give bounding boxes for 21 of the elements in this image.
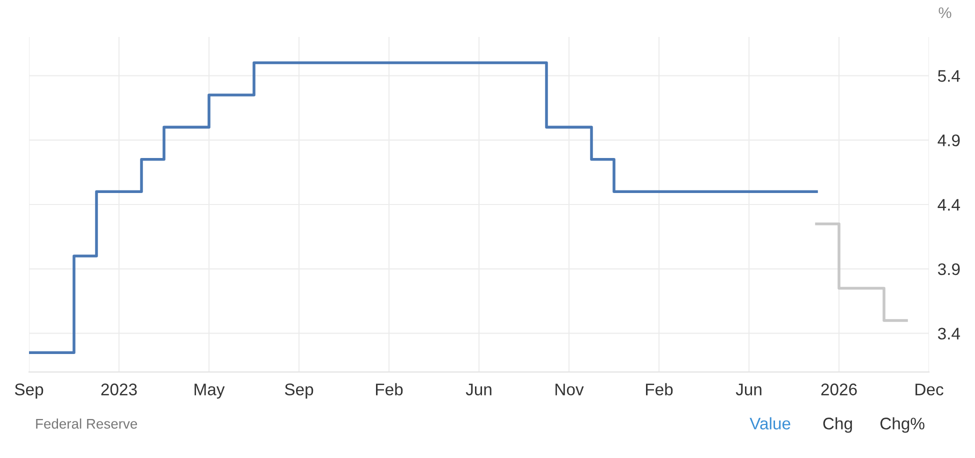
x-tick-label: Jun bbox=[736, 384, 762, 396]
x-tick-label: Sep bbox=[14, 384, 44, 399]
y-tick-label: 5.4 bbox=[938, 70, 960, 82]
x-tick-label: May bbox=[194, 384, 225, 399]
x-tick-label: Feb bbox=[376, 383, 403, 396]
y-axis-title: % bbox=[938, 7, 952, 18]
x-tick-label: Feb bbox=[646, 383, 673, 396]
y-tick-label: 4.4 bbox=[938, 199, 960, 211]
y-tick-label: 3.9 bbox=[938, 263, 960, 276]
x-tick-label: 2026 bbox=[821, 384, 857, 396]
y-tick-label: 3.4 bbox=[938, 328, 960, 340]
y-tick-label: 4.9 bbox=[938, 134, 960, 146]
text: Federal Reserve bbox=[36, 418, 138, 429]
x-tick-label: Dec bbox=[916, 384, 944, 396]
text: Chg bbox=[823, 417, 852, 433]
x-tick-label: 2023 bbox=[101, 384, 137, 396]
x-tick-label: Sep bbox=[284, 384, 314, 399]
text: Value bbox=[750, 417, 790, 430]
x-tick-label: Nov bbox=[556, 384, 584, 396]
x-tick-label: Jun bbox=[466, 384, 492, 396]
text: Chg% bbox=[880, 417, 924, 433]
